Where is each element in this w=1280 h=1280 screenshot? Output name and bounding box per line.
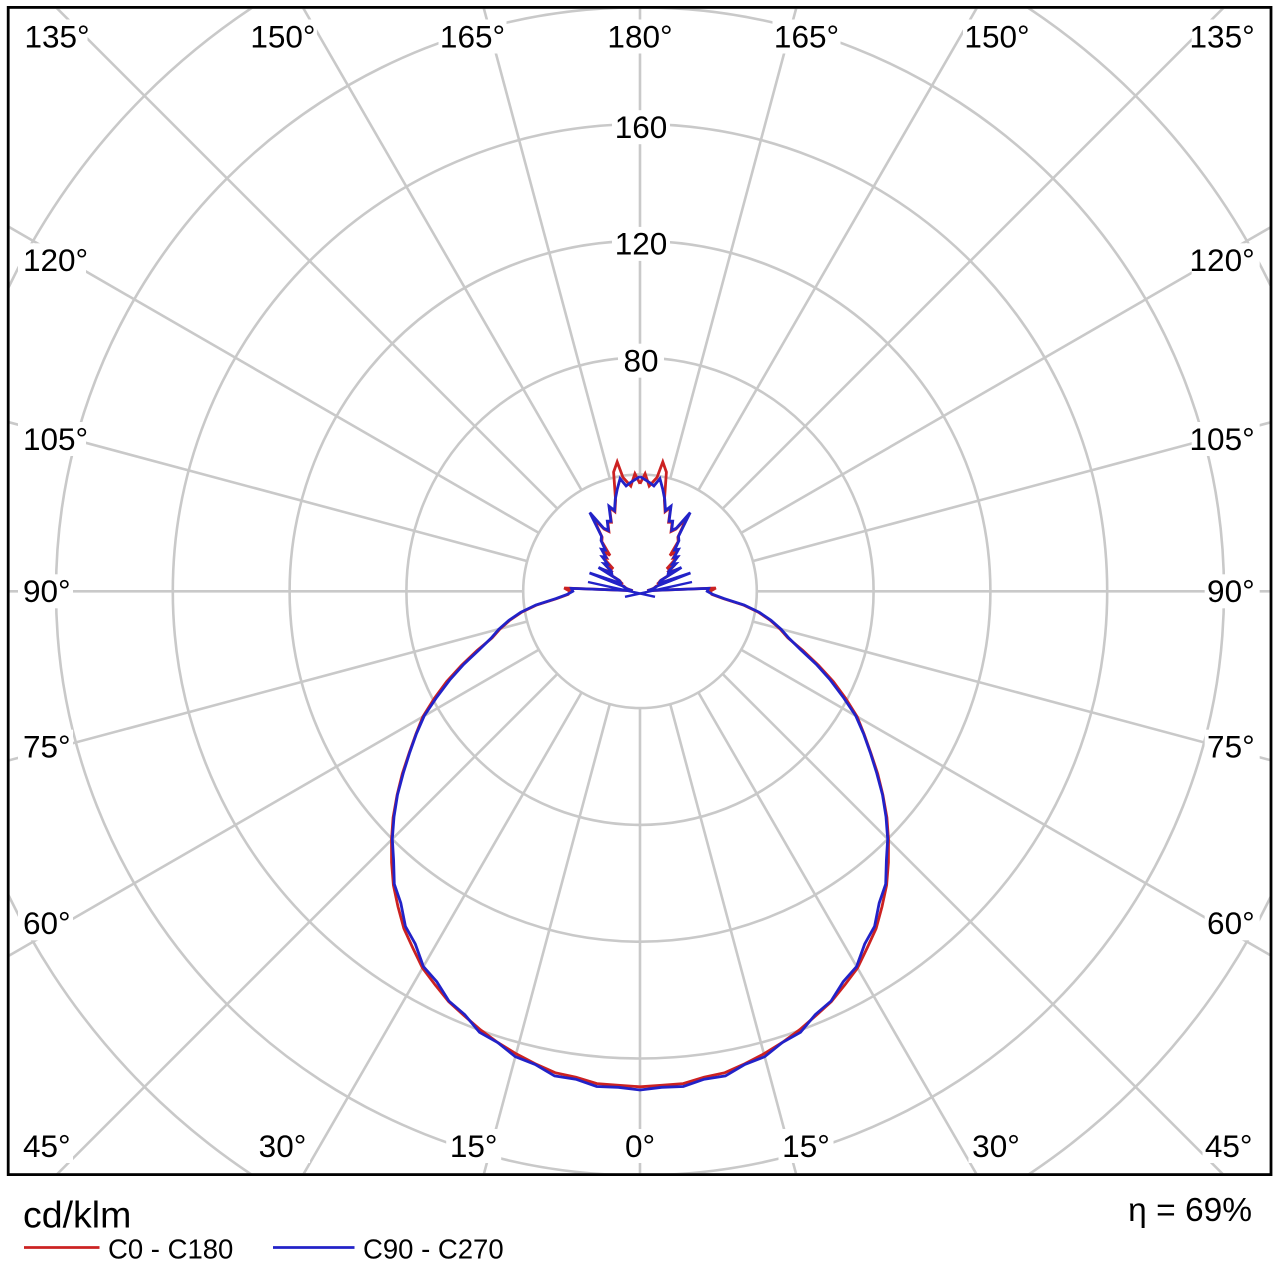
svg-text:90°: 90° <box>23 573 71 609</box>
svg-text:150°: 150° <box>964 18 1029 54</box>
svg-text:150°: 150° <box>250 18 315 54</box>
svg-text:90°: 90° <box>1207 573 1255 609</box>
svg-text:30°: 30° <box>259 1128 307 1164</box>
svg-text:60°: 60° <box>23 905 71 941</box>
svg-text:105°: 105° <box>23 421 88 457</box>
svg-text:60°: 60° <box>1207 905 1255 941</box>
svg-text:45°: 45° <box>1205 1128 1253 1164</box>
svg-text:120°: 120° <box>23 242 88 278</box>
svg-text:C0 - C180: C0 - C180 <box>108 1234 233 1265</box>
svg-text:η = 69%: η = 69% <box>1128 1192 1252 1229</box>
svg-text:120: 120 <box>615 226 668 262</box>
svg-text:15°: 15° <box>782 1128 830 1164</box>
svg-text:80: 80 <box>623 343 658 379</box>
svg-text:30°: 30° <box>972 1128 1020 1164</box>
svg-text:0°: 0° <box>625 1128 655 1164</box>
svg-text:135°: 135° <box>25 18 90 54</box>
svg-text:165°: 165° <box>774 18 839 54</box>
svg-text:105°: 105° <box>1190 421 1255 457</box>
svg-text:165°: 165° <box>440 18 505 54</box>
svg-text:160: 160 <box>615 109 668 145</box>
svg-text:cd/klm: cd/klm <box>23 1194 131 1236</box>
svg-text:135°: 135° <box>1190 18 1255 54</box>
svg-text:180°: 180° <box>607 18 672 54</box>
svg-text:75°: 75° <box>23 729 71 765</box>
svg-text:120°: 120° <box>1190 242 1255 278</box>
svg-text:45°: 45° <box>23 1128 71 1164</box>
svg-text:C90 - C270: C90 - C270 <box>363 1234 504 1265</box>
svg-text:75°: 75° <box>1207 729 1255 765</box>
svg-text:15°: 15° <box>450 1128 498 1164</box>
